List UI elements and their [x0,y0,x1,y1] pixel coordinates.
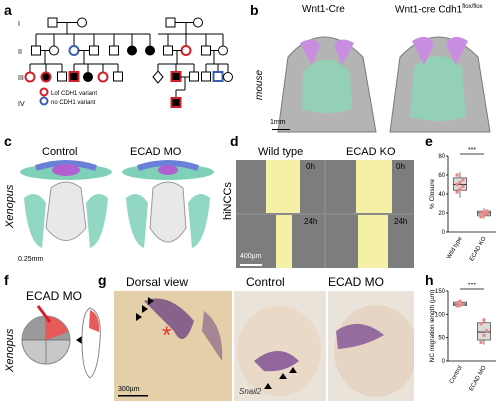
y-axis-label: % Closure [429,179,436,209]
panel-c-right-title: ECAD MO [130,146,182,158]
data-point [482,318,486,322]
category-label: ECAD MO [469,365,488,393]
y-tick-label: 150 [435,289,446,295]
significance-stars: *** [468,147,476,154]
embryo-injection-diagram [21,305,101,379]
panel-g-label: g [98,272,107,288]
svg-text:*: * [162,322,171,349]
data-point [482,333,486,337]
gen-I: I [18,21,20,28]
panel-f-title: ECAD MO [26,289,83,303]
y-tick-label: 100 [435,312,446,318]
y-tick-label: 50 [438,336,445,342]
data-point [455,304,459,308]
data-point [479,340,483,344]
y-tick-label: 60 [438,173,445,179]
panel-g-scale: 300µm [118,386,140,393]
data-point [455,173,459,177]
panel-d-t1-ko: 24h [394,217,408,226]
data-point [485,329,489,333]
panel-b-left-title: Wnt1-Cre [302,4,345,15]
panel-c-label: c [4,133,12,149]
legend-lof: Lof CDH1 variant [51,91,97,97]
pedigree: I II III IV Lof CDH1 variant no CDH1 var… [18,17,233,108]
legend-none: no CDH1 variant [51,100,96,106]
significance-stars: *** [468,283,476,289]
gen-IV: IV [18,101,25,108]
y-tick-label: 20 [438,211,445,217]
data-point [458,187,462,191]
data-point [455,182,459,187]
panel-g-title-dorsal: Dorsal view [126,275,189,289]
panel-d-right-title: ECAD KO [346,146,396,158]
data-point [458,181,462,185]
panel-g-gene: Snail2 [239,387,262,396]
panel-b-label: b [250,2,259,18]
panel-b-scale: 1mm [270,119,286,126]
data-point [479,215,483,219]
data-point [479,322,483,326]
data-point [461,178,465,182]
scratch-assay-images: 0h 0h 24h 24h 400µm [236,160,414,268]
category-label: Wild type [446,235,464,260]
panel-a-label: a [4,2,12,18]
category-label: ECAD KO [469,236,488,263]
panel-g-title-control: Control [246,275,285,289]
panel-c-left-title: Control [42,146,78,158]
gen-III: III [18,75,24,82]
gen-II: II [18,49,22,56]
data-point [485,209,489,213]
y-tick-label: 80 [438,154,445,160]
data-point [458,303,462,307]
xenopus-cartilage-images: 0.25mm [16,158,222,268]
panel-d-side-label: hiNCCs [222,182,234,220]
panel-f-label: f [4,272,9,288]
category-label: Control [449,365,464,385]
panel-e-label: e [425,133,433,149]
data-point [458,299,462,303]
closure-boxplot: 0 20 40 60 80 % Closure Wild type ECAD KO *** [429,147,496,263]
panel-g-title-ecad: ECAD MO [328,275,385,289]
panel-f-side-label: Xenopus [4,328,16,372]
y-axis-label: NC migration length (µm) [429,290,436,363]
panel-c-side-label: Xenopus [4,184,16,228]
panel-b-right-title: Wnt1-cre Cdh1flox/flox [395,4,483,16]
panel-b-side-label: mouse [254,69,265,100]
data-point [455,190,459,194]
y-tick-label: 0 [442,230,446,236]
panel-d-left-title: Wild type [258,146,304,158]
mouse-skull-images: 1mm [268,17,498,137]
data-point [482,213,486,217]
snail2-ish-images: * Snail2 300µm [114,291,414,401]
data-point [482,210,486,214]
panel-d-t0-ko: 0h [396,162,405,171]
panel-d-scale: 400µm [240,253,262,260]
y-tick-label: 0 [442,359,446,365]
data-point [479,211,483,215]
data-point [485,212,489,216]
data-point [461,184,465,188]
panel-c-scale: 0.25mm [18,256,44,263]
y-tick-label: 40 [438,192,445,198]
panel-d-label: d [230,133,239,149]
data-point [455,301,459,305]
box [477,322,492,341]
data-point [461,302,465,306]
panel-h-label: h [425,272,434,288]
panel-d-t0-wt: 0h [306,162,315,171]
panel-d-t1-wt: 24h [304,217,318,226]
